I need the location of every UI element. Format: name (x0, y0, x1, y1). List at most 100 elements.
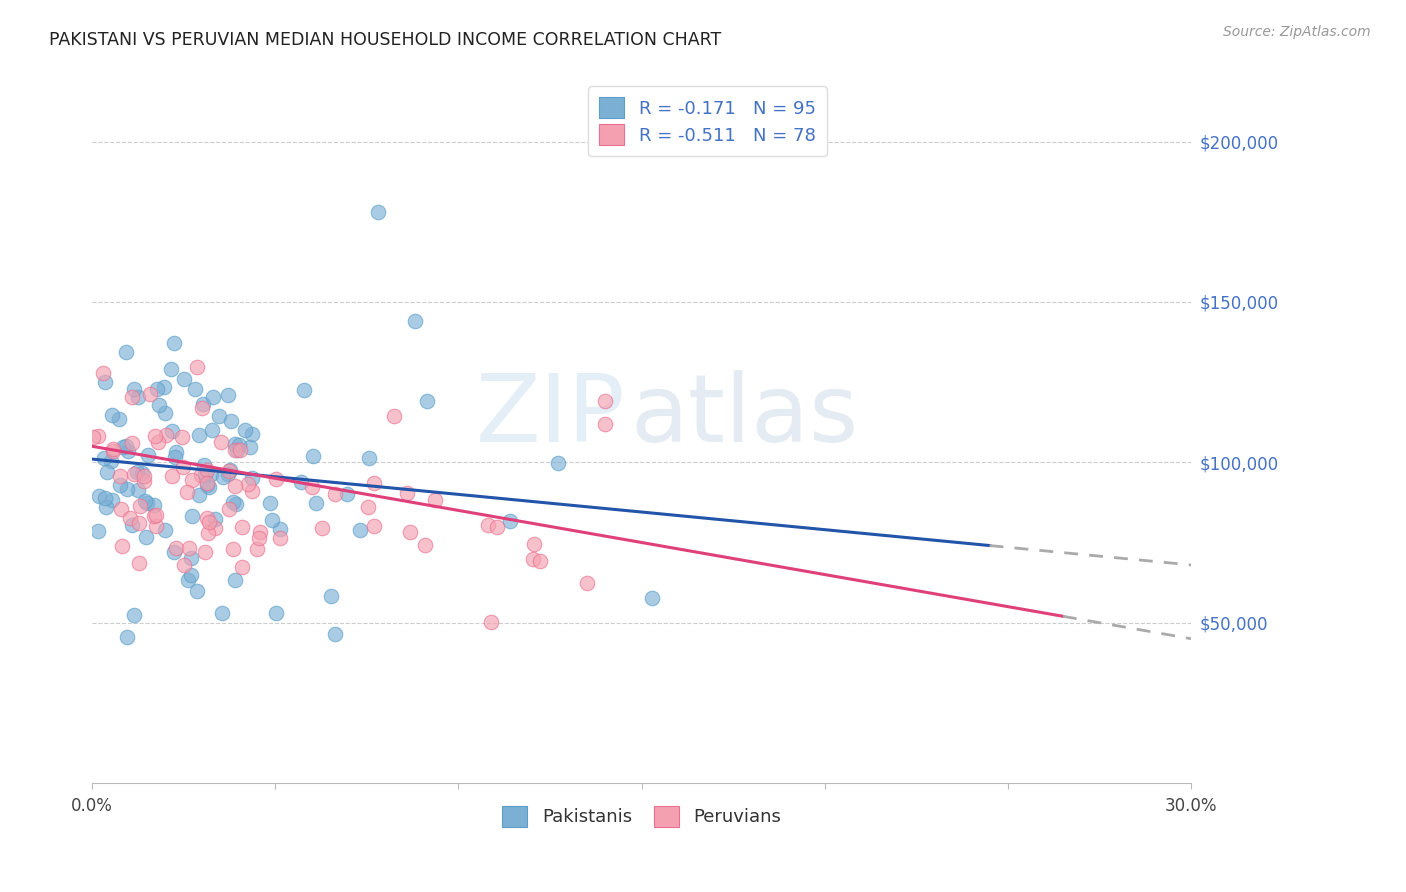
Pakistanis (93, 450, 115, 465)
Peruvians (357, 500, 380, 514)
Pakistanis (181, 509, 204, 524)
Pakistanis (222, 495, 245, 509)
Peruvians (101, 444, 124, 458)
Peruvians (523, 537, 546, 551)
Peruvians (204, 521, 226, 535)
Peruvians (575, 575, 598, 590)
Peruvians (172, 430, 194, 444)
Peruvians (479, 615, 502, 629)
Peruvians (325, 487, 347, 501)
Pakistanis (193, 458, 215, 472)
Pakistanis (208, 409, 231, 424)
Peruvians (198, 516, 221, 530)
Pakistanis (153, 380, 176, 394)
Pakistanis (153, 523, 176, 537)
Pakistanis (163, 450, 186, 465)
Pakistanis (290, 475, 312, 489)
Pakistanis (143, 498, 166, 512)
Peruvians (195, 463, 218, 477)
Peruvians (247, 531, 270, 545)
Pakistanis (124, 382, 146, 396)
Pakistanis (224, 437, 246, 451)
Peruvians (128, 499, 150, 513)
Pakistanis (87, 490, 110, 504)
Peruvians (396, 486, 419, 500)
Pakistanis (336, 486, 359, 500)
Pakistanis (94, 491, 117, 506)
Pakistanis (292, 383, 315, 397)
Pakistanis (259, 496, 281, 510)
Pakistanis (153, 406, 176, 420)
Peruvians (108, 468, 131, 483)
Peruvians (173, 558, 195, 572)
Pakistanis (201, 423, 224, 437)
Peruvians (231, 559, 253, 574)
Pakistanis (211, 470, 233, 484)
Peruvians (118, 510, 141, 524)
Pakistanis (211, 607, 233, 621)
Pakistanis (135, 530, 157, 544)
Pakistanis (117, 630, 139, 644)
Pakistanis (135, 496, 157, 510)
Pakistanis (184, 382, 207, 396)
Pakistanis (165, 445, 187, 459)
Pakistanis (94, 500, 117, 514)
Pakistanis (127, 483, 149, 497)
Pakistanis (115, 345, 138, 359)
Peruvians (87, 428, 110, 442)
Peruvians (155, 428, 177, 442)
Peruvians (176, 485, 198, 500)
Pakistanis (148, 398, 170, 412)
Peruvians (218, 464, 240, 478)
Pakistanis (217, 467, 239, 481)
Text: ZIP: ZIP (475, 370, 626, 462)
Pakistanis (163, 336, 186, 351)
Pakistanis (201, 390, 224, 404)
Peruvians (240, 483, 263, 498)
Pakistanis (173, 372, 195, 386)
Pakistanis (233, 423, 256, 437)
Pakistanis (260, 513, 283, 527)
Peruvians (363, 518, 385, 533)
Pakistanis (349, 523, 371, 537)
Peruvians (145, 519, 167, 533)
Peruvians (121, 390, 143, 404)
Pakistanis (193, 397, 215, 411)
Pakistanis (111, 441, 134, 455)
Peruvians (181, 473, 204, 487)
Peruvians (486, 520, 509, 534)
Pakistanis (415, 393, 437, 408)
Pakistanis (115, 482, 138, 496)
Peruvians (165, 541, 187, 555)
Pakistanis (187, 427, 209, 442)
Peruvians (82, 430, 104, 444)
Pakistanis (125, 466, 148, 480)
Pakistanis (107, 412, 129, 426)
Peruvians (160, 469, 183, 483)
Peruvians (231, 520, 253, 534)
Pakistanis (110, 477, 132, 491)
Pakistanis (200, 467, 222, 481)
Pakistanis (134, 493, 156, 508)
Peruvians (222, 542, 245, 557)
Peruvians (186, 359, 208, 374)
Peruvians (593, 394, 616, 409)
Peruvians (229, 442, 252, 457)
Pakistanis (301, 449, 323, 463)
Peruvians (249, 524, 271, 539)
Peruvians (195, 511, 218, 525)
Text: Source: ZipAtlas.com: Source: ZipAtlas.com (1223, 25, 1371, 39)
Pakistanis (204, 512, 226, 526)
Pakistanis (159, 362, 181, 376)
Peruvians (529, 554, 551, 568)
Peruvians (413, 538, 436, 552)
Pakistanis (219, 463, 242, 477)
Pakistanis (100, 454, 122, 468)
Peruvians (121, 436, 143, 450)
Pakistanis (240, 426, 263, 441)
Pakistanis (163, 544, 186, 558)
Peruvians (110, 502, 132, 516)
Peruvians (238, 477, 260, 491)
Pakistanis (224, 574, 246, 588)
Peruvians (209, 434, 232, 449)
